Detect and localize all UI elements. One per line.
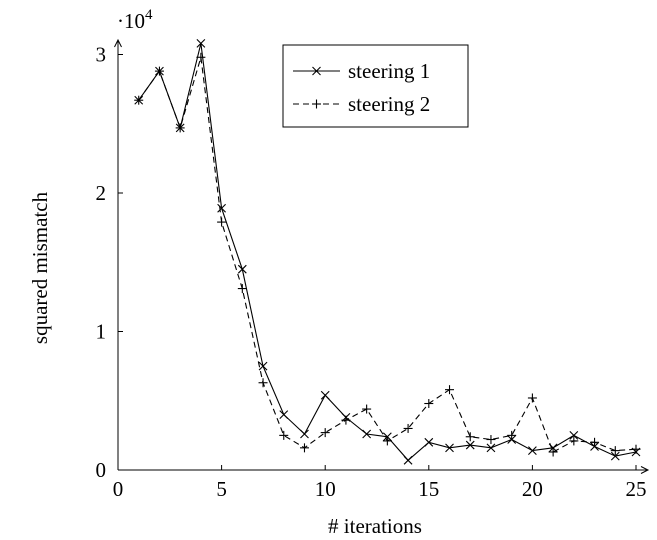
data-point: [154, 66, 164, 76]
data-point: [258, 378, 268, 388]
series-2: [134, 52, 641, 457]
x-marker-stroke: [403, 455, 413, 465]
data-point: [403, 423, 413, 433]
x-marker-stroke: [610, 451, 620, 461]
x-marker-stroke: [217, 203, 226, 213]
data-point: [548, 447, 558, 457]
data-point: [258, 361, 268, 371]
data-point: [217, 217, 227, 227]
legend-label: steering 1: [348, 59, 430, 83]
x-marker-stroke: [300, 429, 309, 439]
data-point: [590, 437, 600, 447]
legend-box: [282, 44, 469, 128]
x-marker-stroke: [320, 390, 330, 400]
data-point: [631, 444, 641, 454]
data-point: [569, 430, 579, 440]
data-point: [217, 203, 226, 213]
x-tick-label: 15: [418, 477, 439, 501]
y-tick-label: 2: [96, 181, 107, 205]
y-tick-label: 3: [96, 43, 107, 67]
x-marker-stroke: [445, 443, 454, 453]
x-marker-stroke: [312, 66, 321, 76]
y-axis-scale-factor: ·104: [117, 7, 153, 33]
data-point: [610, 451, 620, 461]
data-point: [424, 399, 434, 409]
series-layer: [134, 39, 641, 465]
data-point: [237, 264, 247, 274]
data-point: [279, 410, 289, 419]
data-point: [610, 446, 620, 456]
data-point: [134, 95, 144, 105]
legend-label: steering 2: [348, 92, 430, 116]
y-axis-title: squared mismatch: [28, 191, 52, 344]
x-tick-label: 5: [216, 477, 227, 501]
legend: steering 1 steering 2: [282, 44, 469, 128]
x-marker-stroke: [528, 446, 537, 455]
x-marker-stroke: [362, 429, 372, 439]
data-point: [403, 455, 413, 465]
x-marker-stroke: [258, 361, 268, 371]
legend-entry: steering 2: [293, 92, 430, 116]
x-tick-label: 10: [315, 477, 336, 501]
y-tick-label: 0: [96, 458, 107, 482]
data-point: [312, 66, 321, 76]
ticks: 0 5 10 15 20 25 0 1 2 3: [96, 43, 647, 502]
data-point: [465, 432, 475, 442]
x-marker-stroke: [569, 430, 579, 440]
data-point: [486, 443, 496, 453]
y-tick-label: 1: [96, 320, 107, 344]
data-point: [527, 393, 537, 403]
x-tick-label: 20: [522, 477, 543, 501]
data-point: [362, 429, 372, 439]
data-point: [279, 430, 289, 440]
x-marker-stroke: [196, 39, 206, 48]
data-point: [382, 436, 392, 446]
x-axis-title: # iterations: [328, 514, 422, 538]
data-point: [341, 415, 351, 425]
data-point: [196, 39, 206, 48]
data-point: [362, 404, 372, 414]
x-tick-label: 0: [113, 477, 124, 501]
x-marker-stroke: [486, 443, 496, 453]
data-point: [569, 436, 579, 446]
y-axis-scale-exponent: 4: [145, 7, 153, 23]
data-point: [320, 390, 330, 400]
data-point: [424, 437, 434, 447]
data-point: [465, 440, 475, 450]
data-point: [237, 284, 247, 294]
data-point: [528, 446, 537, 455]
legend-entry: steering 1: [293, 59, 430, 83]
x-marker-stroke: [424, 437, 434, 447]
y-axis-scale-base: ·10: [117, 9, 145, 33]
data-point: [445, 443, 454, 453]
x-marker-stroke: [465, 440, 475, 450]
data-point: [196, 52, 206, 62]
x-marker-stroke: [237, 264, 247, 274]
data-point: [299, 443, 309, 453]
x-tick-label: 25: [626, 477, 647, 501]
data-point: [486, 435, 496, 445]
data-point: [175, 123, 185, 133]
data-point: [320, 428, 330, 438]
x-marker-stroke: [279, 410, 289, 419]
axes: [114, 38, 650, 474]
data-point: [445, 385, 455, 395]
data-point: [507, 430, 517, 440]
data-point: [312, 99, 321, 109]
data-point: [300, 429, 309, 439]
